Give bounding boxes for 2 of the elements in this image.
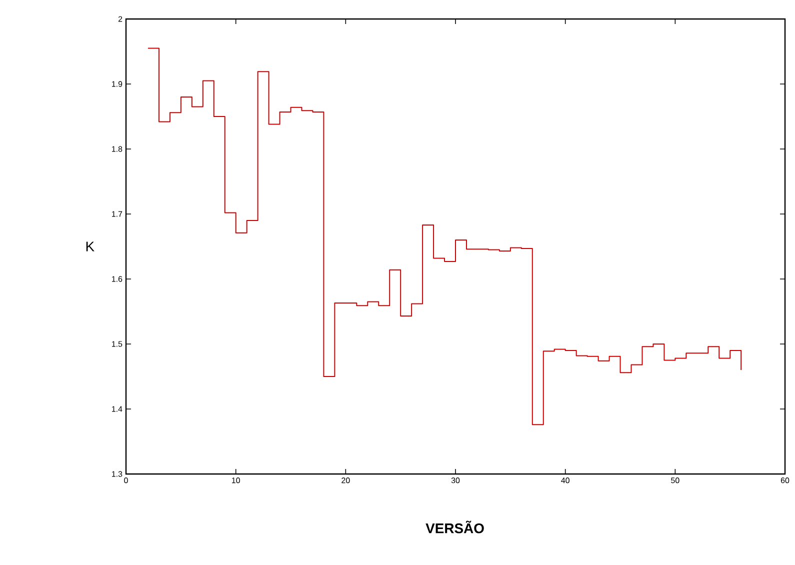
x-axis-title: VERSÃO — [426, 520, 484, 534]
y-axis-title: K — [86, 242, 94, 252]
